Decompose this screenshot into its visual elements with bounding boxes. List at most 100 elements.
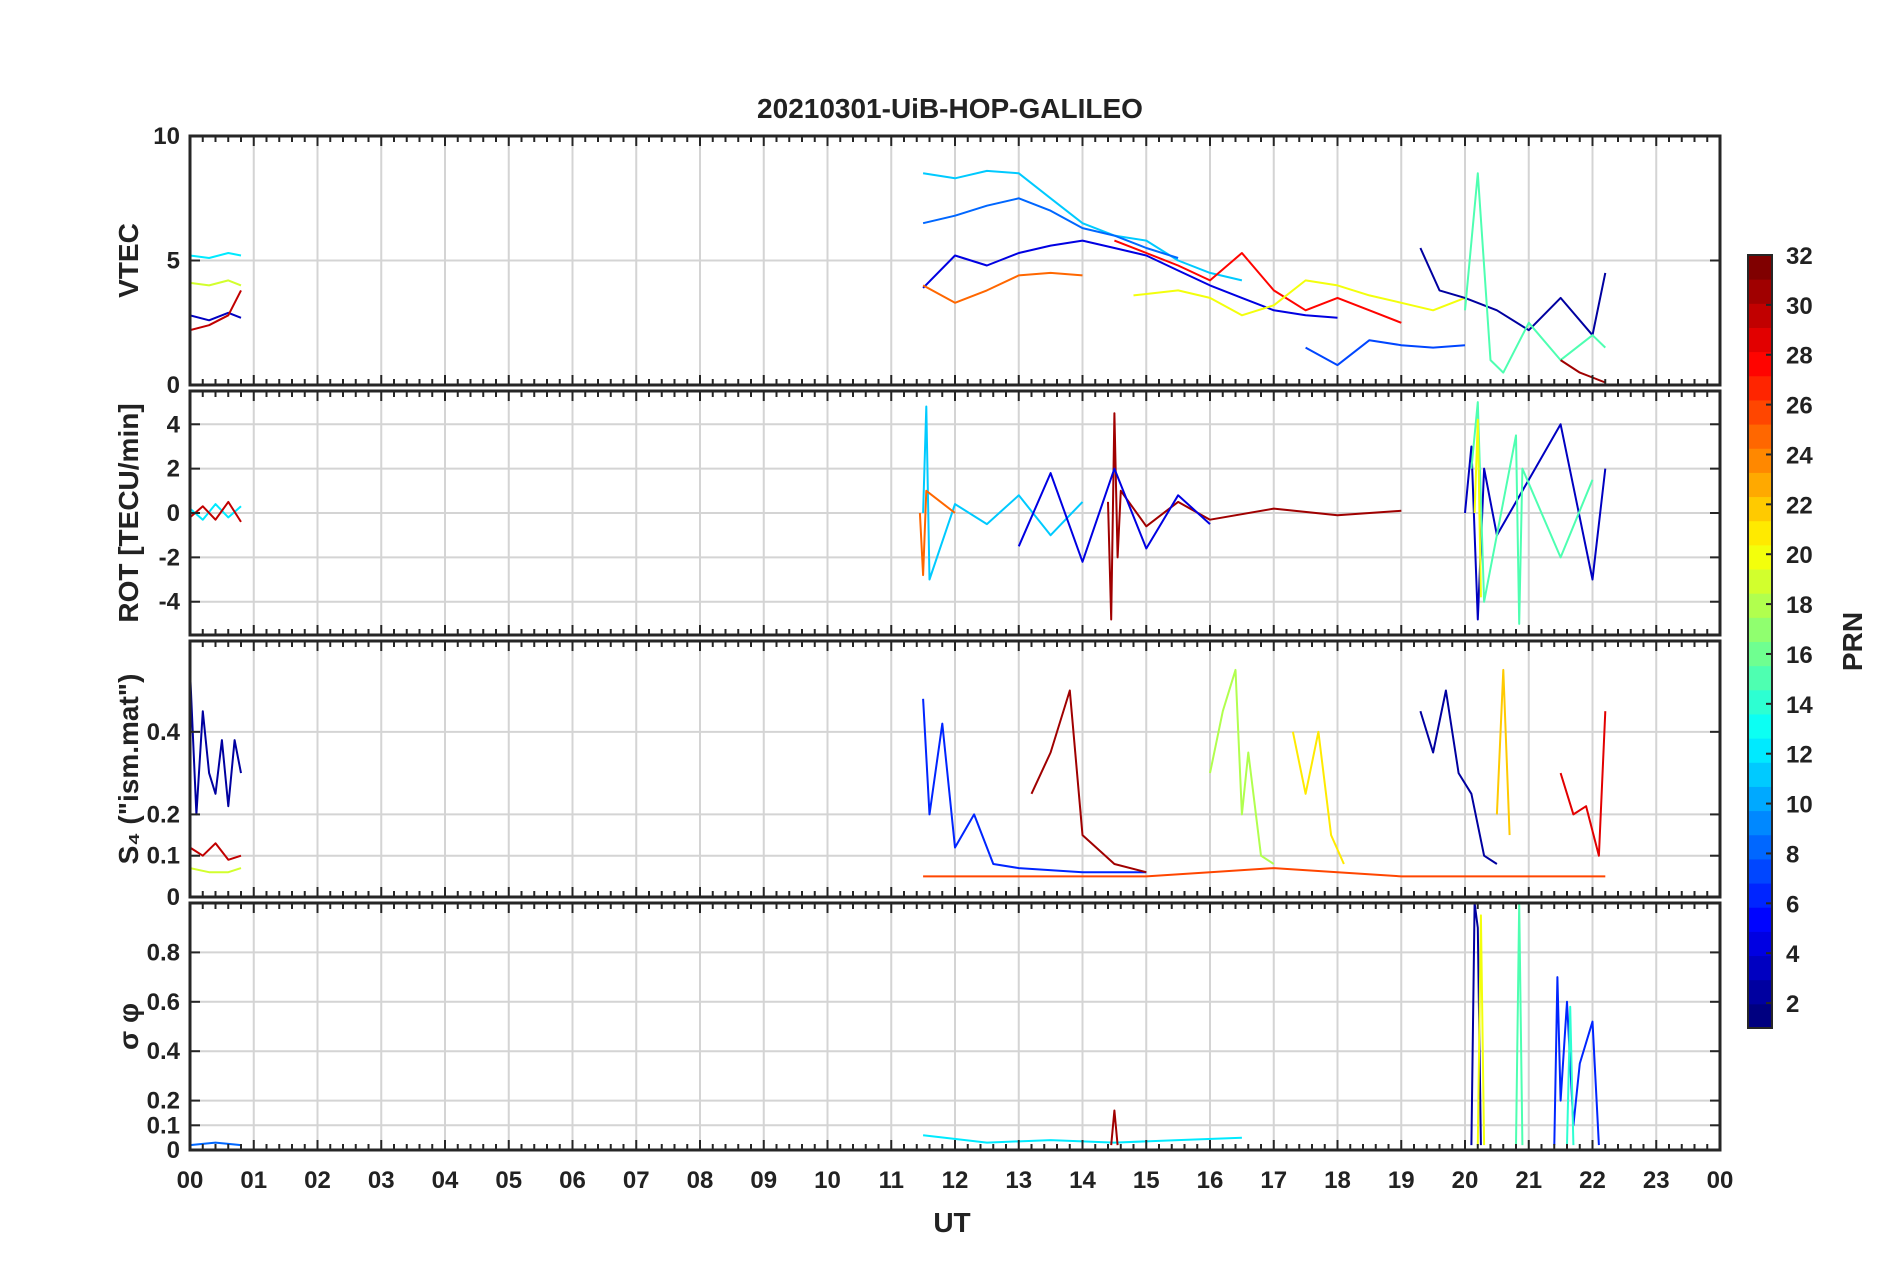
series-line-prn-6: [1553, 976, 1600, 1146]
x-tick-label: 18: [1324, 1167, 1351, 1194]
y-tick-label: 0: [167, 372, 180, 399]
chart-title: 20210301-UiB-HOP-GALILEO: [757, 93, 1143, 124]
series-line-prn-4: [922, 239, 1338, 319]
x-tick-label: 14: [1069, 1167, 1096, 1194]
x-tick-label: 15: [1133, 1167, 1160, 1194]
y-axis-label-rot: ROT [TECU/min]: [113, 403, 144, 622]
colorbar-tick-label: 6: [1786, 891, 1799, 918]
colorbar-segment: [1748, 327, 1772, 353]
colorbar-segment: [1748, 810, 1772, 836]
series-line-prn-20: [1133, 279, 1466, 317]
series-line-prn-31: [1107, 412, 1402, 621]
y-tick-label: -2: [159, 544, 180, 571]
series-line-prn-22: [1495, 668, 1511, 836]
series-line-prn-11: [922, 169, 1243, 282]
y-tick-label: 5: [167, 248, 180, 275]
series-group: [190, 668, 1607, 878]
series-line-prn-31: [1560, 359, 1606, 384]
colorbar-segment: [1748, 979, 1772, 1005]
panel-frame: [188, 134, 1722, 387]
y-tick-label: 0.1: [147, 1112, 180, 1139]
y-tick-label: 2: [167, 456, 180, 483]
x-tick-label: 04: [432, 1167, 459, 1194]
colorbar-segment: [1748, 738, 1772, 763]
x-tick-label: 07: [623, 1167, 650, 1194]
y-tick-label: 0: [167, 1137, 180, 1164]
y-tick-label: 0.2: [147, 1088, 180, 1115]
colorbar-segment: [1748, 472, 1772, 498]
colorbar-segment: [1748, 424, 1772, 449]
series-line-prn-30: [190, 500, 242, 523]
series-line-prn-2: [190, 669, 242, 816]
y-tick-label: 0.2: [147, 801, 180, 828]
panel-frame: [188, 901, 1722, 1152]
series-group: [190, 903, 1600, 1147]
colorbar-segment: [1748, 593, 1772, 618]
colorbar-segment: [1748, 858, 1772, 884]
colorbar-tick-label: 14: [1786, 692, 1813, 719]
series-line-prn-26: [923, 867, 1606, 878]
series-line-prn-12: [190, 503, 242, 521]
colorbar-segment: [1748, 907, 1772, 932]
colorbar-segment: [1748, 496, 1772, 522]
colorbar-segment: [1748, 448, 1772, 473]
colorbar-tick-label: 26: [1786, 393, 1813, 420]
colorbar-segment: [1748, 375, 1772, 401]
x-tick-label: 06: [559, 1167, 586, 1194]
series-line-prn-2: [1419, 689, 1498, 865]
colorbar-tick-label: 24: [1786, 442, 1813, 469]
colorbar-tick-label: 16: [1786, 642, 1813, 669]
colorbar-segment: [1748, 569, 1772, 594]
colorbar-tick-label: 22: [1786, 492, 1813, 519]
colorbar-segment: [1748, 786, 1772, 812]
colorbar-segment: [1748, 665, 1772, 691]
colorbar-segment: [1748, 955, 1772, 981]
colorbar-segment: [1748, 617, 1772, 642]
series-line-prn-20: [1473, 418, 1482, 598]
y-tick-label: 0.4: [147, 719, 181, 746]
x-axis-label: UT: [933, 1207, 970, 1238]
x-tick-label: 02: [304, 1167, 331, 1194]
colorbar-tick-label: 28: [1786, 343, 1813, 370]
colorbar-segment: [1748, 520, 1772, 546]
y-tick-label: 0.6: [147, 989, 180, 1016]
series-group: [190, 401, 1607, 625]
colorbar-segment: [1748, 255, 1772, 280]
x-tick-label: 23: [1643, 1167, 1670, 1194]
y-tick-label: 0.8: [147, 939, 180, 966]
panel-s4: 0 0.1 0.2 0.4S₄ ("ism.mat"): [113, 639, 1722, 911]
series-line-prn-12: [190, 252, 242, 259]
colorbar-tick-label: 20: [1786, 542, 1813, 569]
y-tick-label: 0.4: [147, 1038, 181, 1065]
colorbar-tick-label: 30: [1786, 293, 1813, 320]
colorbar-tick-label: 12: [1786, 742, 1813, 769]
y-tick-label: -4: [159, 589, 181, 616]
x-tick-label: 05: [495, 1167, 522, 1194]
series-line-prn-6: [922, 698, 1147, 874]
series-line-prn-19: [190, 867, 242, 874]
series-line-prn-30: [190, 289, 242, 332]
colorbar-frame: [1747, 254, 1773, 1029]
x-tick-label: 20: [1452, 1167, 1479, 1194]
colorbar-segment: [1748, 279, 1772, 304]
colorbar-tick-label: 18: [1786, 592, 1813, 619]
series-line-prn-31: [1110, 1109, 1119, 1146]
colorbar-segment: [1748, 689, 1772, 715]
series-line-prn-7: [1305, 339, 1466, 367]
y-tick-label: 0: [167, 884, 180, 911]
series-line-prn-8: [190, 1141, 242, 1147]
x-tick-label: 00: [177, 1167, 204, 1194]
y-axis-label-vtec: VTEC: [113, 223, 144, 298]
y-axis-label-sigma: σ φ: [113, 1003, 144, 1050]
colorbar-segment: [1748, 303, 1772, 328]
colorbar-segment: [1748, 834, 1772, 860]
series-line-prn-25: [918, 489, 956, 577]
colorbar-tick-label: 8: [1786, 841, 1799, 868]
series-line-prn-31: [1030, 689, 1147, 874]
panel-rot: -4 -2 0 2 4 ROT [TECU/min]: [113, 389, 1722, 637]
colorbar-segment: [1748, 713, 1772, 739]
colorbar-segment: [1748, 1003, 1772, 1029]
colorbar-tick-label: 32: [1786, 243, 1813, 270]
colorbar-segment: [1748, 762, 1772, 787]
